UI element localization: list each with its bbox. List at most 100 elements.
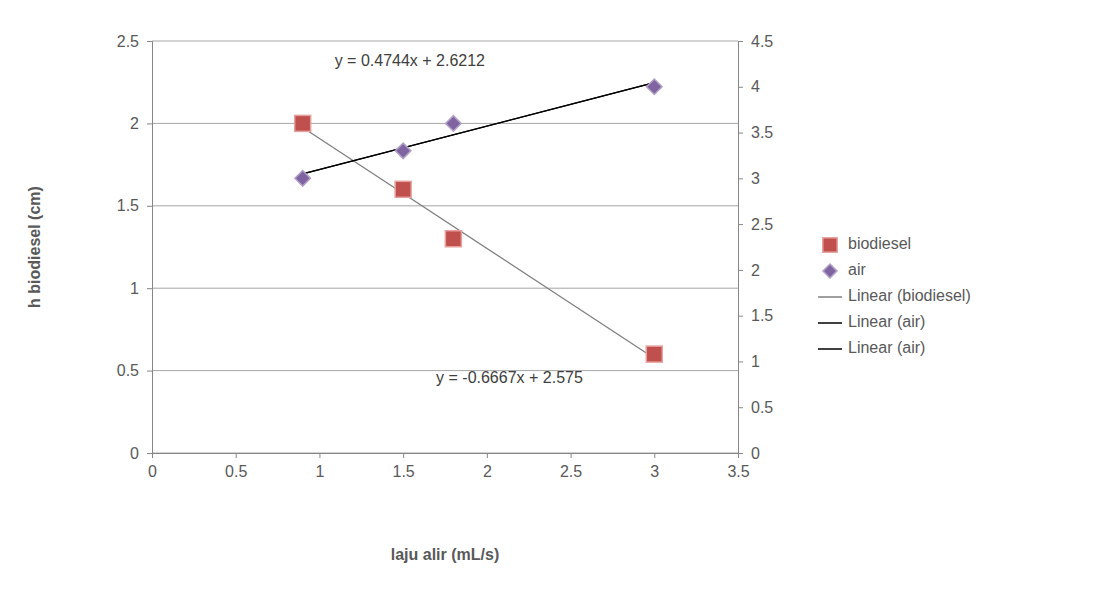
axis-line — [739, 42, 744, 454]
tick-label: 4 — [751, 78, 760, 95]
legend-label: Linear (air) — [848, 339, 925, 356]
grid-line — [152, 288, 738, 289]
tick: 1.5 — [393, 453, 415, 480]
tick-label: 3 — [751, 170, 760, 187]
tick-mark — [403, 453, 404, 458]
tick: 1 — [130, 280, 152, 297]
y-axis-title: h biodiesel (cm) — [26, 186, 43, 308]
tick-mark — [738, 87, 743, 88]
legend-label: biodiesel — [848, 235, 911, 252]
tick: 3 — [738, 170, 760, 187]
tick: 2.5 — [560, 453, 582, 480]
tick-mark — [319, 453, 320, 458]
point — [446, 116, 462, 132]
tick-label: 1.5 — [751, 307, 773, 324]
tick-mark — [147, 288, 152, 289]
trendline-equation: y = 0.4744x + 2.6212 — [335, 52, 485, 69]
tick-mark — [738, 453, 743, 454]
tick-mark — [738, 224, 743, 225]
trendline-equation: y = -0.6667x + 2.575 — [436, 369, 583, 386]
axis-line — [153, 454, 739, 459]
tick-label: 2.5 — [751, 216, 773, 233]
tick-mark — [147, 41, 152, 42]
legend-line — [818, 348, 842, 350]
tick-label: 4.5 — [751, 33, 773, 50]
tick-mark — [147, 206, 152, 207]
tick-mark — [147, 123, 152, 124]
legend-label: Linear (biodiesel) — [848, 287, 971, 304]
legend-label: Linear (air) — [848, 313, 925, 330]
y2-axis: 0 0.5 1 1.5 2 2.5 3 3.5 4 4.5 — [738, 33, 773, 462]
tick-mark — [738, 316, 743, 317]
tick: 0.5 — [117, 362, 152, 379]
tick-label: 1.5 — [117, 197, 139, 214]
tick: 3.5 — [738, 124, 773, 141]
legend-line — [818, 322, 842, 324]
grid-line — [152, 41, 738, 42]
tick-label: 2 — [130, 115, 139, 132]
tick: 2 — [483, 453, 492, 480]
chart: 00.511.522.533.500.511.522.500.511.522.5… — [0, 0, 1095, 590]
grid — [152, 41, 738, 453]
tick-label: 3.5 — [727, 463, 749, 480]
legend-line — [818, 296, 842, 298]
marks — [295, 79, 663, 362]
tick: 0.5 — [738, 399, 773, 416]
tick: 0 — [738, 445, 760, 462]
tick: 2 — [130, 115, 152, 132]
tick-mark — [571, 453, 572, 458]
point — [647, 79, 663, 95]
tick-mark — [147, 371, 152, 372]
tick: 1 — [738, 353, 760, 370]
legend: biodiesel air Linear (biodiesel) Linear (ai… — [818, 235, 971, 356]
tick-label: 0 — [130, 445, 139, 462]
legend-marker — [823, 238, 837, 252]
tick: 0 — [130, 445, 152, 462]
tick-mark — [738, 41, 743, 42]
tick-label: 0.5 — [225, 463, 247, 480]
tick-mark — [738, 270, 743, 271]
tick: 2 — [738, 262, 760, 279]
tick-label: 0.5 — [751, 399, 773, 416]
trendline — [303, 83, 655, 174]
legend-item: air — [823, 261, 866, 278]
point — [395, 143, 411, 159]
legend-marker — [823, 264, 837, 278]
x-axis: 0 0.5 1 1.5 2 2.5 3 3.5 — [148, 453, 750, 480]
point — [646, 346, 662, 362]
tick-label: 0 — [751, 445, 760, 462]
point — [395, 181, 411, 197]
tick: 4.5 — [738, 33, 773, 50]
tick-label: 3.5 — [751, 124, 773, 141]
tick: 3.5 — [727, 453, 749, 480]
tick: 3 — [650, 453, 659, 480]
plot: 00.511.522.533.500.511.522.500.511.522.5… — [117, 33, 774, 481]
tick: 1.5 — [117, 197, 152, 214]
trendline — [303, 83, 655, 174]
tick-label: 0.5 — [117, 362, 139, 379]
tick-mark — [738, 133, 743, 134]
legend-label: air — [848, 261, 866, 278]
tick-label: 2 — [751, 262, 760, 279]
grid-line — [152, 205, 738, 206]
x-axis-title: laju alir (mL/s) — [391, 546, 499, 563]
point — [295, 171, 311, 187]
legend-item: Linear (air) — [818, 339, 925, 356]
tick-label: 1 — [751, 353, 760, 370]
tick-mark — [147, 453, 152, 454]
tick-label: 3 — [650, 463, 659, 480]
tick-label: 2.5 — [117, 33, 139, 50]
tick-mark — [236, 453, 237, 458]
tick-label: 0 — [148, 463, 157, 480]
tick: 0.5 — [225, 453, 247, 480]
legend-item: Linear (biodiesel) — [818, 287, 971, 304]
tick-mark — [738, 361, 743, 362]
tick-label: 1 — [315, 463, 324, 480]
tick-label: 1.5 — [393, 463, 415, 480]
tick-label: 1 — [130, 280, 139, 297]
tick-mark — [487, 453, 488, 458]
tick-label: 2.5 — [560, 463, 582, 480]
tick: 2.5 — [738, 216, 773, 233]
point — [295, 115, 311, 131]
legend-item: biodiesel — [823, 235, 911, 252]
